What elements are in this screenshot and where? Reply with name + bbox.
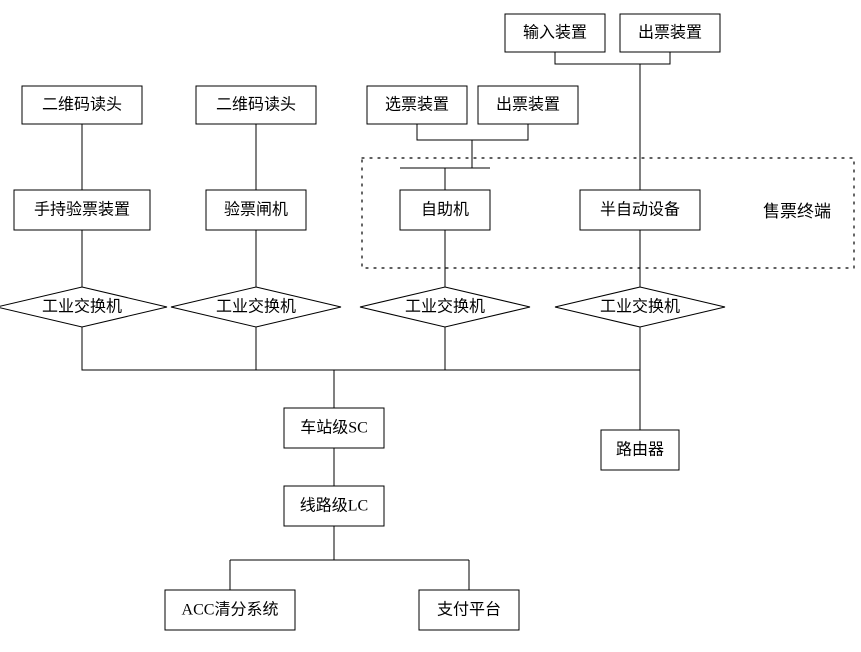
node-ticket_out1: 出票装置	[620, 14, 720, 52]
node-sw2: 工业交换机	[171, 287, 341, 327]
node-label-ticket_out1: 出票装置	[638, 24, 702, 42]
node-pay: 支付平台	[419, 590, 519, 630]
node-lc: 线路级LC	[284, 486, 384, 526]
node-label-semi: 半自动设备	[600, 201, 680, 219]
node-semi: 半自动设备	[580, 190, 700, 230]
node-label-handheld: 手持验票装置	[34, 201, 130, 219]
node-label-kiosk: 自助机	[421, 201, 469, 219]
node-sc: 车站级SC	[284, 408, 384, 448]
node-select_dev: 选票装置	[367, 86, 467, 124]
node-label-sw3: 工业交换机	[405, 298, 485, 316]
node-acc: ACC清分系统	[165, 590, 295, 630]
node-ticket_out2: 出票装置	[478, 86, 578, 124]
node-kiosk: 自助机	[400, 190, 490, 230]
node-label-ticket_out2: 出票装置	[496, 96, 560, 114]
edge-6	[555, 52, 670, 64]
node-qr1: 二维码读头	[22, 86, 142, 124]
node-label-sw1: 工业交换机	[42, 298, 122, 316]
node-label-gate: 验票闸机	[224, 201, 288, 219]
node-handheld: 手持验票装置	[14, 190, 150, 230]
node-sw4: 工业交换机	[555, 287, 725, 327]
node-label-pay: 支付平台	[437, 601, 501, 619]
node-label-lc: 线路级LC	[300, 497, 368, 515]
node-label-select_dev: 选票装置	[385, 96, 449, 114]
ticketing-terminal-label: 售票终端	[763, 202, 831, 221]
node-label-sw2: 工业交换机	[216, 298, 296, 316]
edge-12	[82, 327, 640, 370]
node-label-qr1: 二维码读头	[42, 96, 122, 114]
nodes-layer: 输入装置出票装置二维码读头二维码读头选票装置出票装置手持验票装置验票闸机自助机半…	[0, 14, 725, 630]
edge-2	[417, 124, 528, 140]
node-label-router: 路由器	[616, 441, 664, 459]
node-label-sc: 车站级SC	[300, 419, 368, 437]
node-input_dev: 输入装置	[505, 14, 605, 52]
node-label-sw4: 工业交换机	[600, 298, 680, 316]
node-router: 路由器	[601, 430, 679, 470]
node-label-input_dev: 输入装置	[523, 24, 587, 42]
node-label-qr2: 二维码读头	[216, 96, 296, 114]
node-label-acc: ACC清分系统	[182, 601, 279, 619]
node-sw1: 工业交换机	[0, 287, 167, 327]
flowchart-canvas: 售票终端输入装置出票装置二维码读头二维码读头选票装置出票装置手持验票装置验票闸机…	[0, 0, 861, 652]
node-qr2: 二维码读头	[196, 86, 316, 124]
node-gate: 验票闸机	[206, 190, 306, 230]
node-sw3: 工业交换机	[360, 287, 530, 327]
